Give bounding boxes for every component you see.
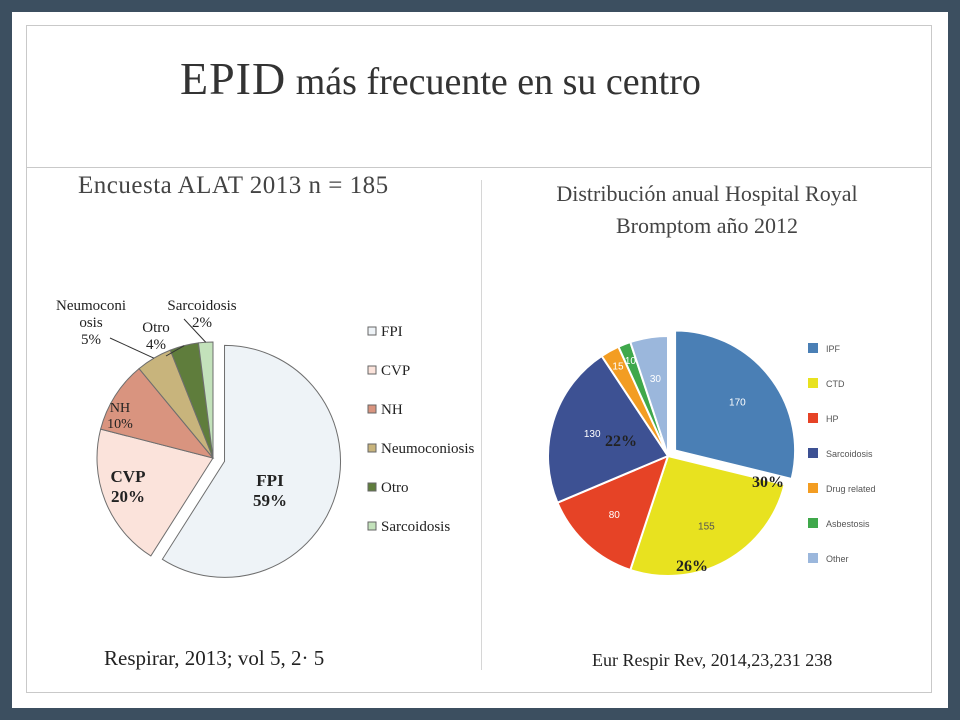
legend-label-ctd: CTD — [826, 379, 845, 389]
pie-slice-hp — [556, 454, 670, 572]
leader-line-otro — [165, 345, 185, 357]
legend-label-neumoconiosis: Neumoconiosis — [381, 441, 474, 457]
slice-label-neumoconiosis: Neumoconi osis 5% — [56, 298, 126, 348]
legend-label-drug-related: Drug related — [826, 484, 876, 494]
legend-label-sarcoidosis: Sarcoidosis — [381, 519, 450, 535]
legend-label-asbestosis: Asbestosis — [826, 519, 870, 529]
left-citation: Respirar, 2013; vol 5, 2· 5 — [104, 646, 325, 670]
slice-label-sarcoidosis: Sarcoidosis 2% — [167, 298, 236, 331]
title-acronym: EPID — [180, 53, 287, 104]
leader-line-neumoconiosis — [109, 337, 155, 359]
legend-swatch-neumoconiosis — [367, 443, 377, 453]
value-label-other: 30 — [650, 374, 662, 385]
legend-swatch-drug-related — [808, 483, 818, 493]
legend-swatch-sarcoidosis — [808, 448, 818, 458]
legend-swatch-nh — [367, 404, 377, 414]
pie-slice-cvp — [96, 428, 214, 557]
header-divider — [26, 167, 932, 168]
percent-annotation-ipf: 30% — [752, 474, 784, 491]
right-citation: Eur Respir Rev, 2014,23,231 238 — [592, 650, 833, 670]
legend-swatch-cvp — [367, 365, 377, 375]
value-label-asbestosis: 10 — [625, 356, 637, 367]
slice-label-otro: Otro 4% — [142, 320, 170, 353]
legend-label-sarcoidosis: Sarcoidosis — [826, 449, 873, 459]
legend-swatch-sarcoidosis — [367, 521, 377, 531]
pie-slice-other — [629, 334, 669, 457]
value-label-drug-related: 15 — [612, 362, 624, 373]
legend-swatch-other — [808, 553, 818, 563]
legend-swatch-fpi — [367, 326, 377, 336]
value-label-ipf: 170 — [729, 398, 746, 409]
value-label-ctd: 155 — [698, 521, 715, 532]
percent-annotation-sarcoidosis: 22% — [605, 433, 637, 450]
legend-swatch-asbestosis — [808, 518, 818, 528]
legend-swatch-hp — [808, 413, 818, 423]
legend-label-nh: NH — [381, 402, 403, 418]
pie-slice-ctd — [629, 454, 786, 577]
title-rest: más frecuente en su centro — [286, 61, 701, 103]
leader-line-sarcoidosis — [183, 318, 207, 343]
percent-annotation-ctd: 26% — [676, 558, 708, 575]
legend-label-otro: Otro — [381, 480, 409, 496]
column-divider — [481, 180, 482, 670]
right-chart-subtitle: Distribución anual Hospital Royal Brompt… — [556, 181, 858, 238]
pie-slice-fpi — [161, 344, 341, 578]
left-chart-subtitle: Encuesta ALAT 2013 n = 185 — [78, 172, 389, 199]
legend-label-fpi: FPI — [381, 324, 403, 340]
pie-slice-ipf — [674, 329, 797, 481]
value-label-sarcoidosis: 130 — [584, 429, 601, 440]
slice-label-fpi: FPI 59% — [253, 471, 287, 510]
legend-swatch-ctd — [808, 378, 818, 388]
pie-slice-nh — [100, 367, 215, 459]
legend-label-other: Other — [826, 554, 849, 564]
legend-swatch-ipf — [808, 343, 818, 353]
value-label-hp: 80 — [609, 510, 621, 521]
slide: EPID más frecuente en su centro Encuesta… — [12, 12, 948, 708]
legend-label-ipf: IPF — [826, 344, 841, 354]
left-pie-chart: FPI 59%CVP 20%NH 10%Neumoconi osis 5%Otro 4%Sa… — [56, 298, 474, 578]
legend-swatch-otro — [367, 482, 377, 492]
slice-label-nh: NH 10% — [107, 401, 133, 432]
slice-label-cvp: CVP 20% — [111, 467, 146, 506]
legend-label-hp: HP — [826, 414, 839, 424]
pie-slice-sarcoidosis — [547, 354, 670, 504]
slide-title: EPID más frecuente en su centro — [180, 52, 701, 105]
slide-frame — [26, 25, 932, 693]
legend-label-cvp: CVP — [381, 363, 410, 379]
